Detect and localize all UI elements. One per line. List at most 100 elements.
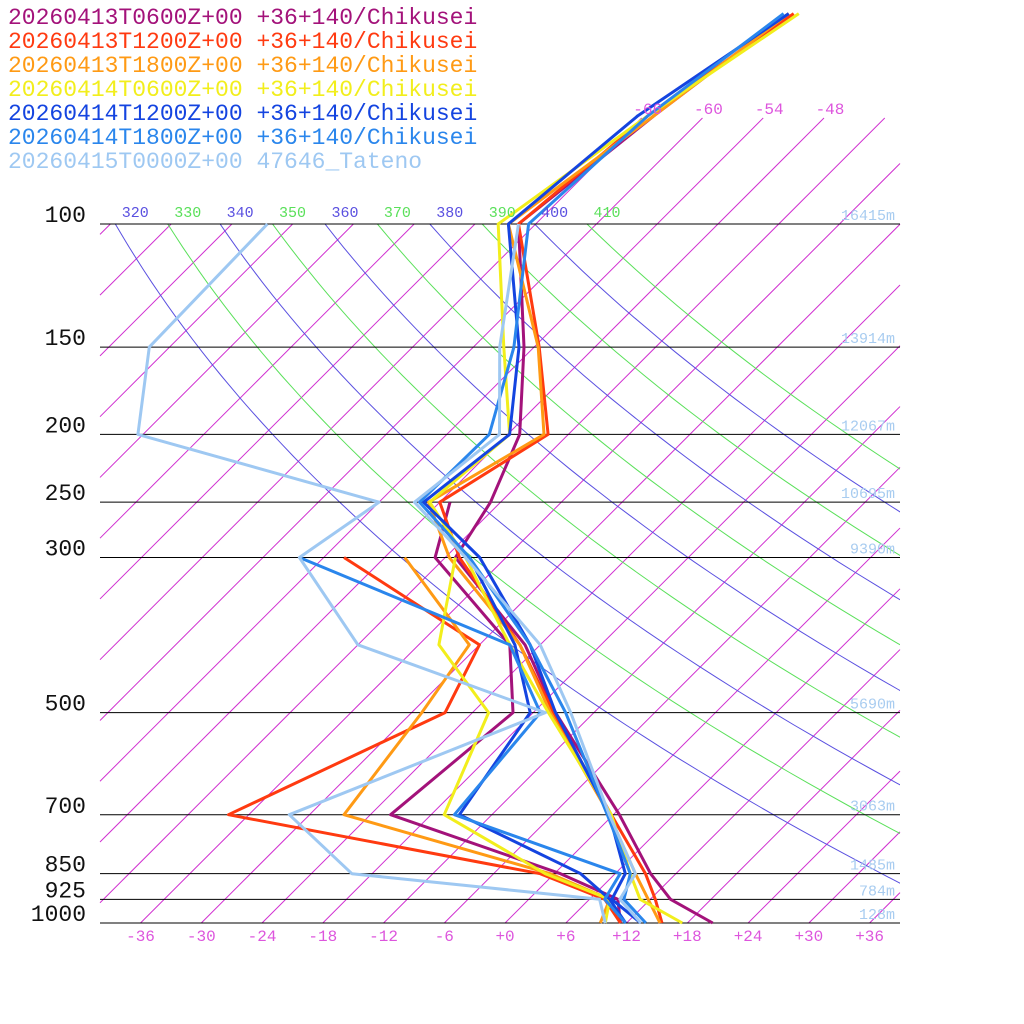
height-label: 5690m [850,697,895,714]
pressure-label: 200 [45,413,86,439]
pressure-label: 150 [45,326,86,352]
isotherm [99,117,703,721]
isotherm [99,223,111,235]
isotherm-label: -48 [816,101,845,119]
legend-entry: 20260413T1800Z+00 +36+140/Chikusei [8,53,477,79]
dry-adiabat [429,224,900,601]
isotherm [383,406,901,924]
isotherm [99,223,476,600]
x-tick-label: +0 [495,928,514,946]
theta-label: 360 [331,205,358,222]
isotherm [322,345,901,924]
pressure-label: 850 [45,853,86,879]
height-label: 12067m [841,418,895,435]
theta-label: 330 [174,205,201,222]
dry-adiabat [219,224,900,786]
dry-adiabat [272,224,900,738]
temperature-profile [422,12,790,925]
dewpoint-profile [227,556,622,924]
theta-label: 320 [122,205,149,222]
temperature-profile [413,223,642,924]
dewpoint-profile [136,222,607,924]
temperature-profile [438,12,795,924]
dewpoint-profile [298,556,627,924]
labels: 320 330 340 350 360 370 380 390 400 410 1000925850… [8,5,895,946]
legend-entry: 20260413T1200Z+00 +36+140/Chikusei [8,29,477,55]
dry-adiabat [377,224,900,646]
pressure-label: 100 [45,203,86,229]
legend-entry: 20260414T1200Z+00 +36+140/Chikusei [8,101,477,127]
height-label: 128m [859,907,895,924]
dry-adiabat [481,224,900,557]
pressure-label: 500 [45,692,86,718]
isotherm [626,649,901,924]
legend-entry: 20260415T0000Z+00 47646_Tateno [8,149,422,175]
isotherm [808,831,901,924]
height-label: 784m [859,883,895,900]
pressure-label: 1000 [31,902,86,928]
x-tick-label: +18 [673,928,702,946]
isotherm [99,223,233,357]
pressure-label: 700 [45,794,86,820]
isotherm [869,892,901,924]
isotherm [99,223,172,296]
x-tick-label: +6 [556,928,575,946]
x-tick-label: -6 [435,928,454,946]
height-label: 3063m [850,799,895,816]
height-label: 9390m [850,541,895,558]
pressure-label: 250 [45,481,86,507]
dewpoint-profile [437,557,612,924]
x-tick-label: +36 [855,928,884,946]
x-tick-label: +12 [612,928,641,946]
x-tick-label: +24 [734,928,763,946]
pressure-label: 300 [45,537,86,563]
height-label: 1485m [850,858,895,875]
isotherm [99,117,886,904]
isotherm [99,223,415,539]
temperature-profile [418,12,785,925]
isotherm [200,223,901,924]
isotherm [99,223,294,418]
theta-label: 400 [541,205,568,222]
x-tick-label: -30 [187,928,216,946]
x-tick-label: +30 [794,928,823,946]
isotherm [565,588,901,924]
height-label: 16415m [841,208,895,225]
dry-adiabat [586,224,900,470]
legend-entry: 20260414T1800Z+00 +36+140/Chikusei [8,125,477,151]
isotherm [747,770,901,924]
isotherm [99,117,825,843]
dry-adiabat [534,224,900,513]
pressure-label: 925 [45,878,86,904]
isotherm [99,117,764,782]
dry-adiabats [114,224,900,884]
isotherm [261,284,901,924]
temperature-profile [453,12,790,925]
height-label: 13914m [841,331,895,348]
height-label: 10695m [841,486,895,503]
theta-label: 340 [227,205,254,222]
dry-adiabat [167,224,900,835]
profiles [136,12,800,925]
theta-label: 410 [594,205,621,222]
theta-label: 350 [279,205,306,222]
x-tick-label: -18 [308,928,337,946]
theta-label: 390 [489,205,516,222]
theta-label: 370 [384,205,411,222]
dry-adiabat [114,224,900,884]
x-tick-label: -12 [369,928,398,946]
isotherm [686,709,901,924]
isotherm-label: -54 [755,101,784,119]
theta-label: 380 [436,205,463,222]
x-tick-label: -36 [126,928,155,946]
dewpoint-profile [457,556,627,924]
background-grid [99,117,901,924]
dry-adiabat [324,224,900,692]
x-tick-label: -24 [248,928,277,946]
isotherm [99,117,643,661]
isotherm-label: -66 [633,101,662,119]
legend-entry: 20260414T0600Z+00 +36+140/Chikusei [8,77,477,103]
isotherm-label: -60 [694,101,723,119]
isotherm [443,466,901,924]
